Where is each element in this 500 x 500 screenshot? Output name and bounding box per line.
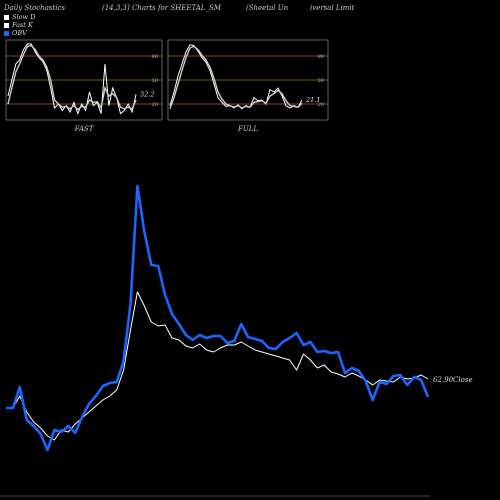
full-panel-title: FULL — [237, 125, 258, 133]
legend-swatch-slow-d — [4, 14, 9, 20]
full-last-value-label: 21.1 — [305, 96, 320, 104]
fast-grid-label-80: 80 — [152, 54, 159, 60]
company-name-part-a: (Sheetal Un — [246, 4, 289, 12]
fast-panel-title: FAST — [74, 125, 95, 133]
close-value-label: 62.90Close — [433, 376, 473, 384]
legend-swatch-fast-k — [4, 22, 9, 28]
legend-label-slow-d: Slow D — [12, 13, 36, 21]
legend-fast-k: Fast K — [4, 21, 33, 29]
legend-swatch-obv — [4, 30, 9, 36]
fast-series-1-line — [7, 44, 137, 111]
fast-grid-label-20: 20 — [151, 102, 159, 108]
chart-title-left: Daily Stochastics — [4, 4, 66, 12]
legend-obv: OBV — [4, 29, 27, 37]
legend-label-fast-k: Fast K — [12, 21, 33, 29]
full-grid-label-80: 80 — [318, 54, 325, 60]
legend-slow-d: Slow D — [4, 13, 35, 21]
full-grid-label-50: 50 — [318, 78, 325, 84]
main-series-obv-line — [6, 184, 430, 452]
chart-title-mid: (14,3,3) Charts for SHEETAL_SM — [102, 4, 221, 12]
full-grid-label-20: 20 — [317, 102, 325, 108]
legend-label-obv: OBV — [12, 29, 27, 37]
fast-last-value-label: 32.2 — [140, 90, 154, 98]
full-series-0-line — [169, 44, 303, 110]
main-series-close-line — [6, 291, 429, 441]
company-name-part-b: iversal Limit — [310, 4, 355, 12]
full-series-1-line — [169, 45, 303, 110]
fast-series-0-line — [7, 43, 137, 116]
fast-grid-label-50: 50 — [152, 78, 159, 84]
